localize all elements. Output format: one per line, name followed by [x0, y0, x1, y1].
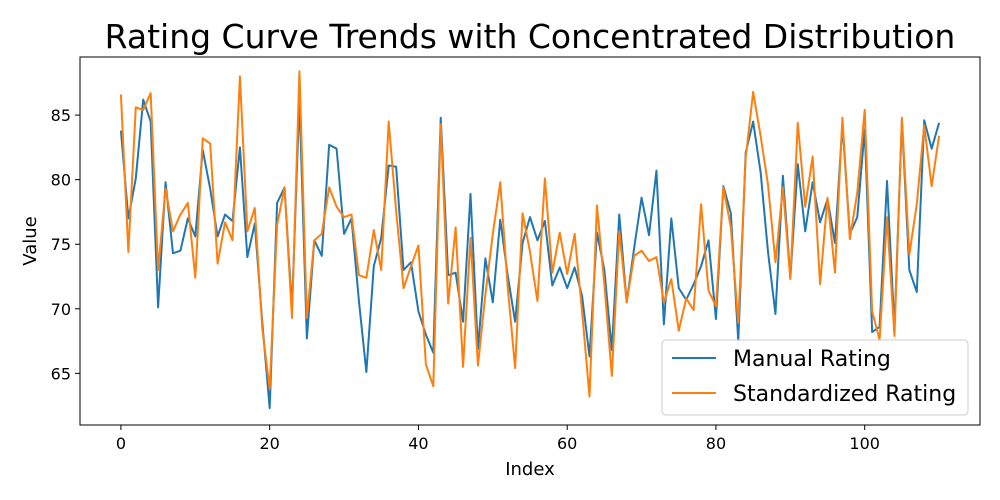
legend-label-manual-rating: Manual Rating: [733, 347, 891, 372]
x-tick-label: 0: [116, 434, 126, 453]
series-line-standardized-rating: [119, 70, 941, 398]
y-axis-label: Value: [20, 216, 41, 265]
series-layer: [119, 70, 941, 410]
x-tick-label: 100: [849, 434, 880, 453]
x-tick-label: 20: [259, 434, 279, 453]
x-axis-label: Index: [505, 459, 555, 480]
x-tick-label: 80: [706, 434, 726, 453]
legend-box: [661, 339, 969, 416]
y-axis-ticks: 65 70 75 80 85: [51, 106, 80, 383]
plot-frame: [79, 56, 981, 426]
y-tick-label: 70: [51, 300, 71, 319]
y-tick-label: 85: [51, 106, 71, 125]
y-tick-label: 65: [51, 364, 71, 383]
plot-area: 0 20 40 60 80 100 65 70 75 80 85: [51, 56, 981, 453]
x-axis-ticks: 0 20 40 60 80 100: [116, 425, 880, 453]
legend: Manual Rating Standardized Rating: [661, 339, 969, 416]
y-tick-label: 75: [51, 235, 71, 254]
legend-label-standardized-rating: Standardized Rating: [733, 382, 956, 407]
y-tick-label: 80: [51, 171, 71, 190]
x-tick-label: 40: [408, 434, 428, 453]
chart-title: Rating Curve Trends with Concentrated Di…: [105, 17, 956, 56]
x-tick-label: 60: [557, 434, 577, 453]
